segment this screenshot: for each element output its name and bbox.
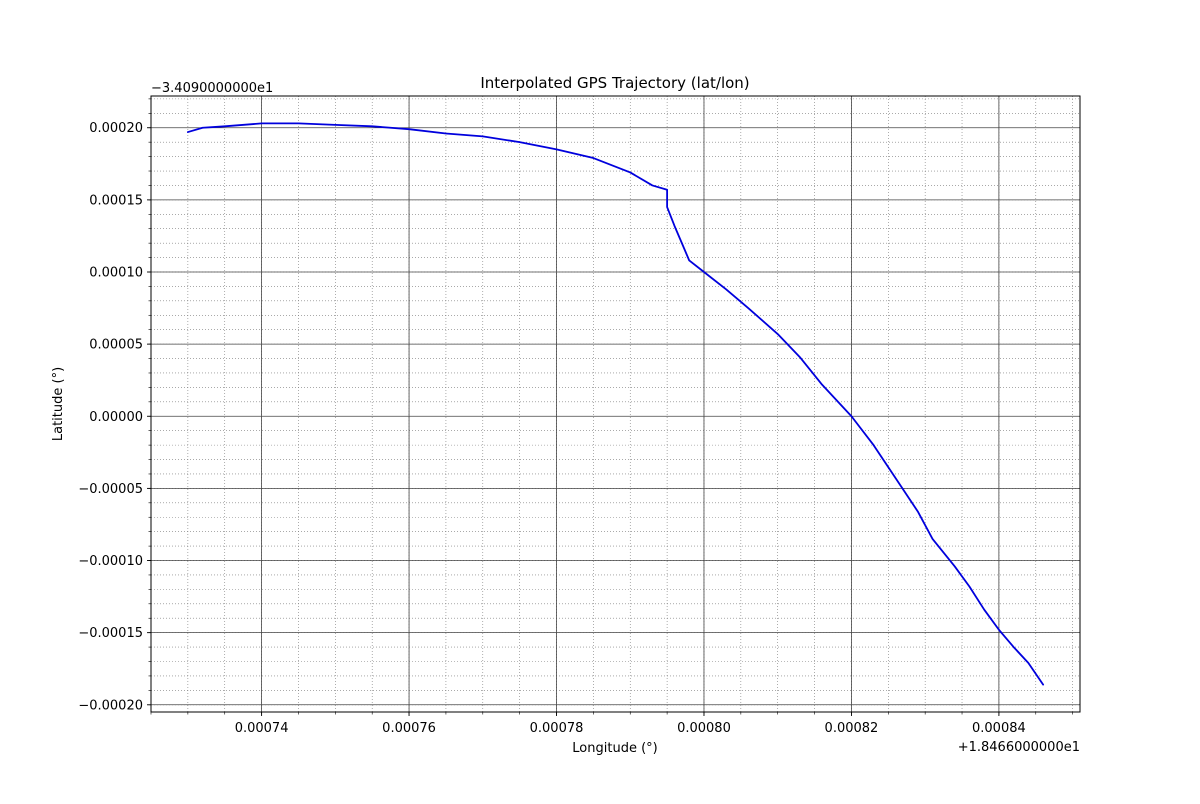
x-axis: 0.00074 0.00076 0.00078 0.00080 0.00082 0.000… — [150, 712, 1073, 736]
y-tick-label: 0.00015 — [89, 193, 143, 208]
x-offset-label: +1.8466000000e1 — [958, 740, 1080, 755]
y-tick-label: −0.00005 — [78, 482, 143, 497]
y-tick-label: 0.00000 — [89, 410, 143, 425]
y-tick-label: 0.00020 — [89, 121, 143, 136]
major-grid — [151, 96, 1080, 712]
y-axis: 0.00020 0.00015 0.00010 0.00005 0.00000 −0.00… — [78, 98, 151, 713]
x-tick-label: 0.00080 — [677, 721, 731, 736]
y-tick-label: 0.00005 — [89, 338, 143, 353]
y-tick-label: −0.00015 — [78, 626, 143, 641]
series-layer — [186, 122, 1045, 686]
y-axis-label: Latitude (°) — [51, 367, 66, 441]
minor-grid — [150, 96, 1080, 712]
y-tick-label: −0.00010 — [78, 554, 143, 569]
trajectory-line — [186, 122, 1045, 686]
y-offset-label: −3.4090000000e1 — [151, 81, 273, 96]
x-tick-label: 0.00078 — [530, 721, 584, 736]
chart-title: Interpolated GPS Trajectory (lat/lon) — [480, 74, 749, 92]
x-tick-label: 0.00082 — [825, 721, 879, 736]
x-tick-label: 0.00084 — [972, 721, 1026, 736]
x-tick-label: 0.00074 — [235, 721, 289, 736]
x-axis-label: Longitude (°) — [572, 741, 657, 756]
plot-frame — [150, 95, 1081, 713]
y-tick-label: −0.00020 — [78, 698, 143, 713]
x-tick-label: 0.00076 — [382, 721, 436, 736]
y-tick-label: 0.00010 — [89, 266, 143, 281]
